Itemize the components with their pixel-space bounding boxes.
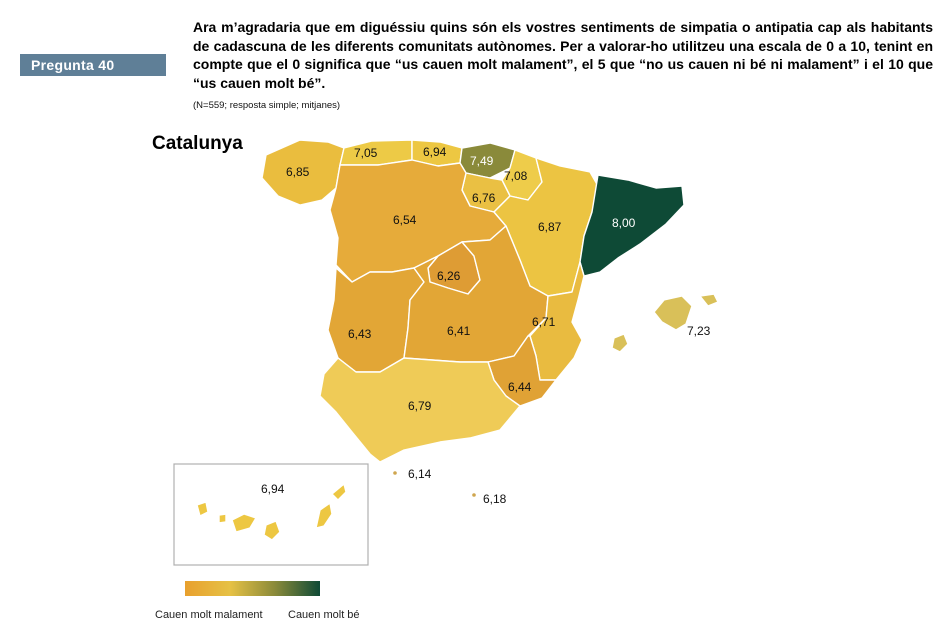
value-label: 6,43	[348, 327, 372, 341]
value-label: 6,85	[286, 165, 310, 179]
value-label: 6,26	[437, 269, 461, 283]
map-title: Catalunya	[152, 133, 243, 154]
region-melilla	[470, 491, 478, 499]
value-label: 6,18	[483, 492, 507, 506]
value-label: 6,79	[408, 399, 432, 413]
region-andalusia	[319, 357, 521, 463]
value-label: 6,41	[447, 324, 471, 338]
value-label: 6,54	[393, 213, 417, 227]
question-number-badge: Pregunta 40	[20, 54, 166, 76]
value-label: 7,05	[354, 146, 378, 160]
region-canarias	[196, 483, 347, 541]
legend-gradient-bar	[185, 581, 320, 596]
value-label: 6,76	[472, 191, 496, 205]
sample-note: (N=559; resposta simple; mitjanes)	[193, 100, 341, 111]
value-label: 6,71	[532, 315, 556, 329]
legend-high-label: Cauen molt bé	[288, 609, 360, 621]
canarias-inset-frame	[173, 463, 369, 566]
value-label: 7,49	[470, 154, 494, 168]
value-label: 8,00	[612, 216, 636, 230]
value-label: 6,44	[508, 380, 532, 394]
region-illes-balears	[611, 293, 719, 353]
value-label: 6,94	[261, 482, 285, 496]
value-label: 7,23	[687, 324, 711, 338]
question-text: Ara m’agradaria que em diguéssiu quins s…	[193, 19, 933, 91]
value-label: 7,08	[504, 169, 528, 183]
region-ceuta	[391, 469, 399, 477]
legend-low-label: Cauen molt malament	[155, 609, 263, 621]
value-label: 6,14	[408, 467, 432, 481]
value-label: 6,94	[423, 145, 447, 159]
value-label: 6,87	[538, 220, 562, 234]
region-catalunya	[579, 174, 685, 277]
